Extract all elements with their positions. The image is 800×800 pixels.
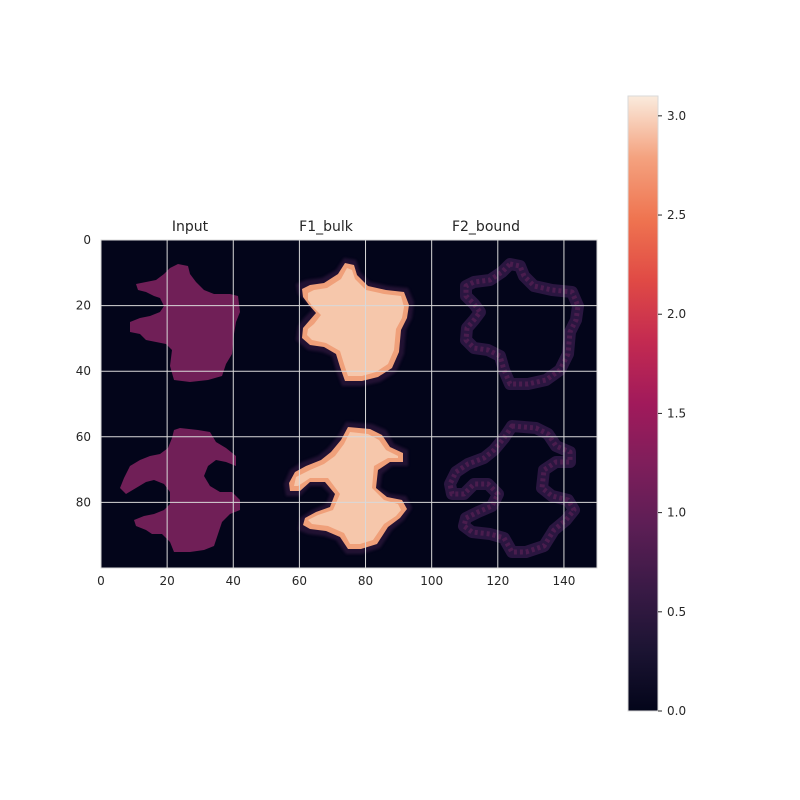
colorbar: 0.0 0.5 1.0 1.5 2.0 2.5 3.0 bbox=[627, 95, 686, 718]
colorbar-fill bbox=[628, 96, 658, 711]
f2-bound-upper-ring bbox=[463, 261, 581, 387]
y-tick-label: 0 bbox=[83, 233, 91, 247]
colorbar-ticks: 0.0 0.5 1.0 1.5 2.0 2.5 3.0 bbox=[658, 109, 686, 718]
f1-bulk-upper-shape bbox=[307, 268, 404, 376]
f2-bound-panel bbox=[444, 258, 584, 558]
f1-bulk-panel bbox=[284, 258, 414, 554]
x-tick-label: 100 bbox=[420, 574, 443, 588]
x-tick-label: 40 bbox=[226, 574, 241, 588]
colorbar-tick-label: 0.0 bbox=[667, 704, 686, 718]
colorbar-tick-label: 0.5 bbox=[667, 605, 686, 619]
y-tick-label: 20 bbox=[76, 299, 91, 313]
f1-bulk-lower-shape bbox=[294, 432, 401, 544]
y-tick-label: 60 bbox=[76, 430, 91, 444]
x-tick-label: 80 bbox=[358, 574, 373, 588]
input-upper-shape bbox=[130, 264, 240, 382]
x-tick-label: 60 bbox=[292, 574, 307, 588]
panel-title-f2-bound: F2_bound bbox=[452, 219, 520, 235]
y-tick-label: 80 bbox=[76, 495, 91, 509]
heatmap-area bbox=[100, 239, 598, 569]
colorbar-tick-label: 2.5 bbox=[667, 208, 686, 222]
y-axis: 0 20 40 60 80 bbox=[76, 233, 91, 509]
x-tick-label: 140 bbox=[552, 574, 575, 588]
colorbar-tick-label: 1.5 bbox=[667, 406, 686, 420]
heatmap-shapes bbox=[120, 258, 584, 558]
x-tick-label: 120 bbox=[486, 574, 509, 588]
x-axis: 0 20 40 60 80 100 120 140 bbox=[97, 574, 575, 588]
y-tick-label: 40 bbox=[76, 364, 91, 378]
plot-frame bbox=[100, 239, 598, 569]
x-tick-label: 0 bbox=[97, 574, 105, 588]
x-tick-label: 20 bbox=[159, 574, 174, 588]
panel-title-f1-bulk: F1_bulk bbox=[299, 219, 354, 235]
panel-title-input: Input bbox=[172, 219, 209, 235]
input-panel bbox=[120, 264, 240, 552]
input-lower-shape bbox=[120, 428, 240, 552]
colorbar-frame bbox=[627, 95, 659, 712]
grid-lines bbox=[101, 240, 597, 568]
colorbar-tick-label: 3.0 bbox=[667, 109, 686, 123]
colorbar-tick-label: 1.0 bbox=[667, 506, 686, 520]
f2-bound-lower-ring bbox=[447, 423, 577, 555]
colorbar-tick-label: 2.0 bbox=[667, 307, 686, 321]
